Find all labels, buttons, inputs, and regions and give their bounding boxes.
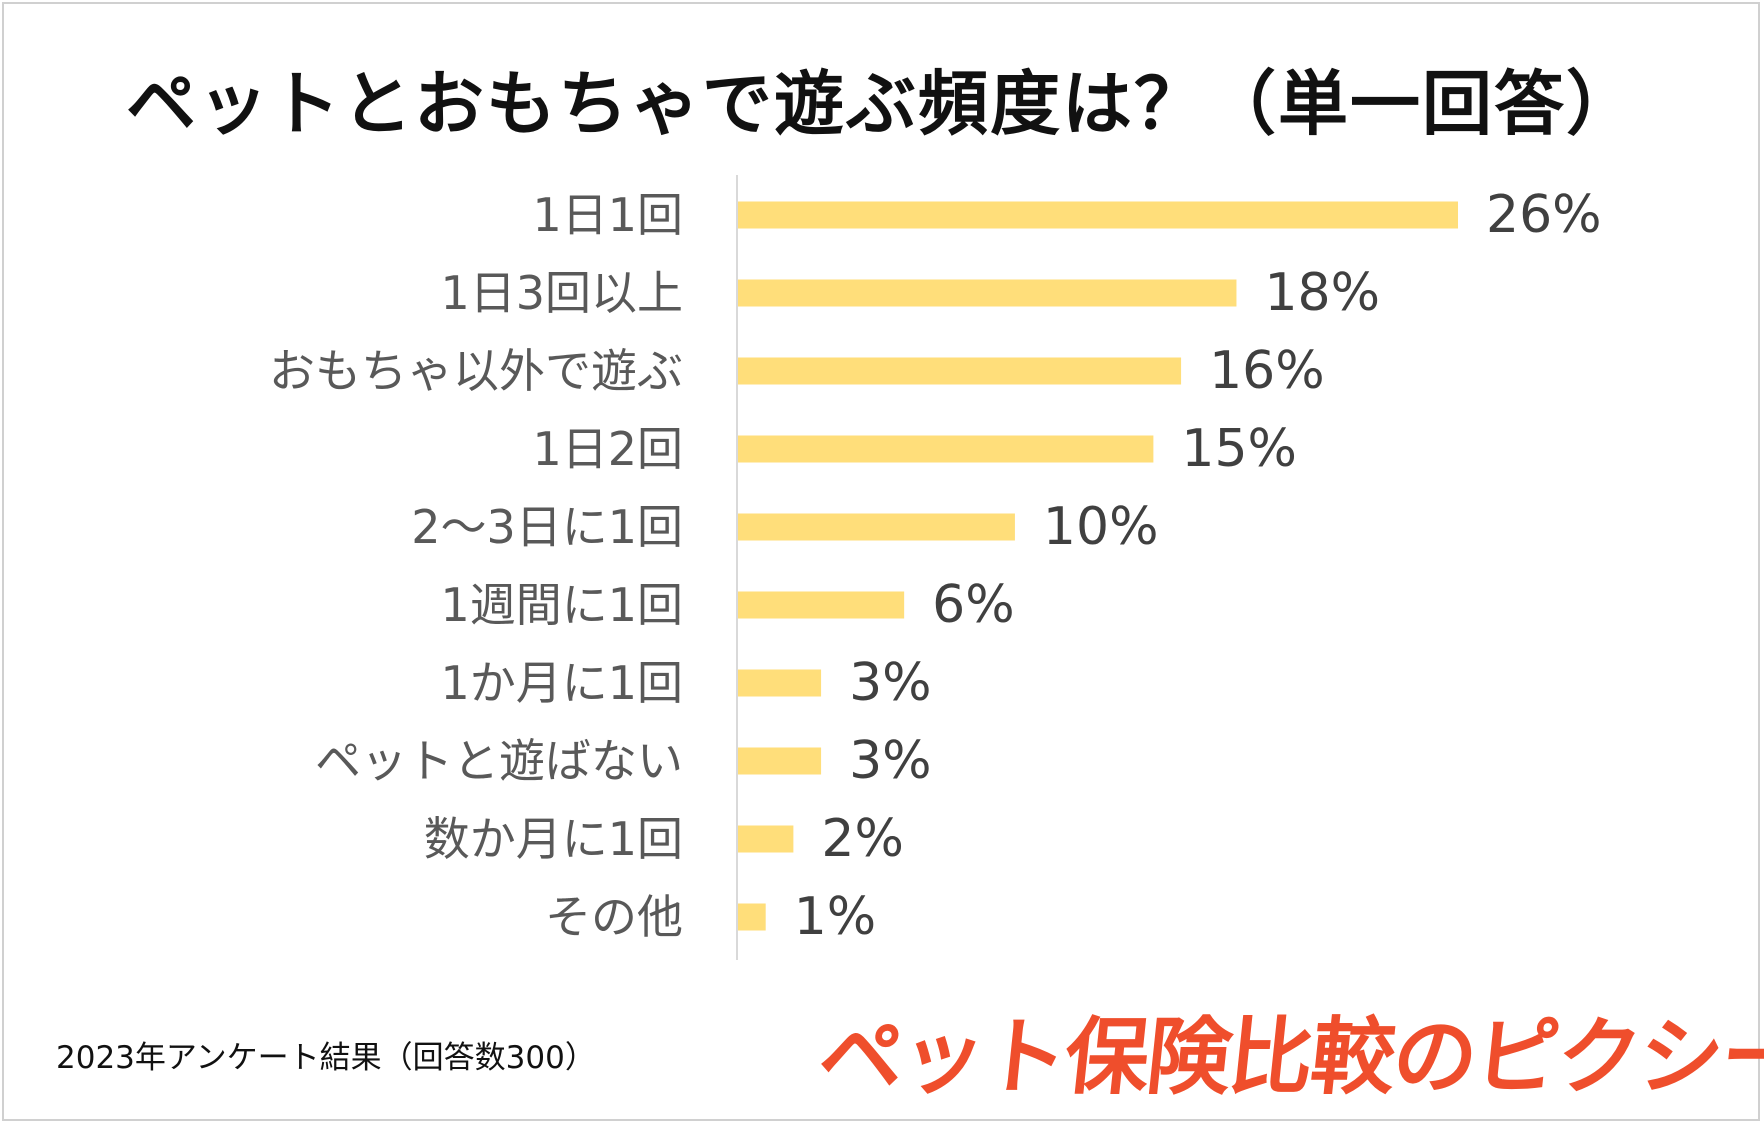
survey-footnote: 2023年アンケート結果（回答数300） <box>56 1040 596 1076</box>
data-label: 10% <box>1043 497 1159 557</box>
bar <box>738 591 905 619</box>
brand-logo-text: ペット保険比較のピクシー <box>814 1008 1764 1106</box>
category-label: その他 <box>545 890 683 944</box>
bar <box>738 747 822 775</box>
data-label: 2% <box>821 809 904 869</box>
category-label: 1か月に1回 <box>440 656 683 710</box>
category-label: 1週間に1回 <box>440 578 683 632</box>
category-label: 1日3回以上 <box>440 266 683 320</box>
bar <box>738 357 1182 385</box>
category-label: 数か月に1回 <box>424 812 683 866</box>
bar <box>738 825 794 853</box>
category-label: 1日2回 <box>532 422 683 476</box>
category-label: 2～3日に1回 <box>411 500 683 554</box>
chart-title: ペットとおもちゃで遊ぶ頻度は？（単一回答） <box>126 63 1638 145</box>
category-label: 1日1回 <box>532 188 683 242</box>
category-label: ペットと遊ばない <box>315 734 683 788</box>
bar <box>738 903 766 931</box>
bar <box>738 669 822 697</box>
bar <box>738 201 1458 229</box>
category-label: おもちゃ以外で遊ぶ <box>269 344 683 398</box>
data-label: 6% <box>932 575 1015 635</box>
data-label: 3% <box>849 653 932 713</box>
bar <box>738 279 1237 307</box>
data-label: 15% <box>1181 419 1297 479</box>
data-label: 26% <box>1486 185 1602 245</box>
data-label: 1% <box>794 887 877 947</box>
bar <box>738 435 1154 463</box>
bar <box>738 513 1015 541</box>
data-label: 18% <box>1264 263 1380 323</box>
data-label: 3% <box>849 731 932 791</box>
data-label: 16% <box>1209 341 1325 401</box>
